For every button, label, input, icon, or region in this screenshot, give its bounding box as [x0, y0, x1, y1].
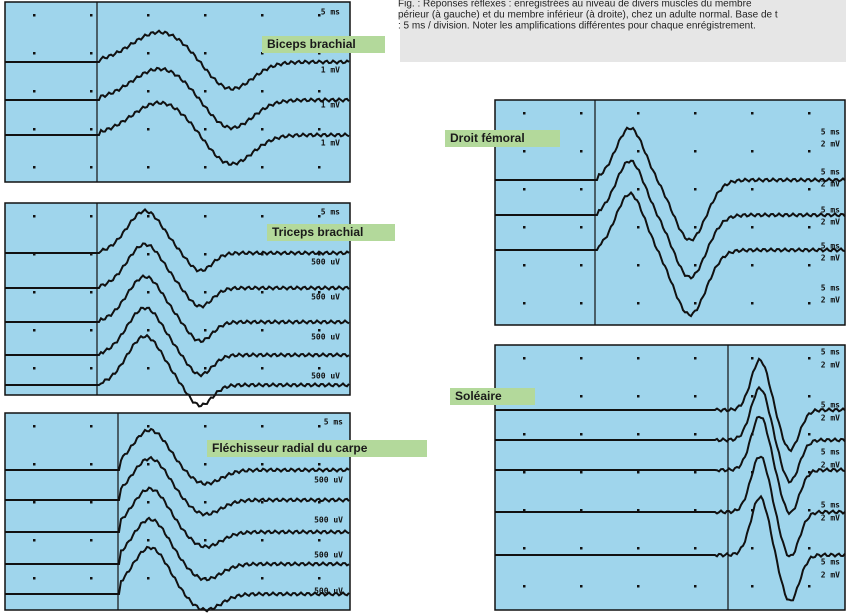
caption-line: périeur (à gauche) et du membre inférieu… [398, 10, 778, 21]
trace [5, 486, 350, 550]
panel-label: Biceps brachial [267, 37, 356, 51]
scale-label: 5 ms [821, 448, 840, 457]
trace [5, 306, 350, 378]
trace [5, 66, 350, 131]
scale-label: 5 ms [821, 501, 840, 510]
scale-label: 5 ms [821, 206, 840, 215]
scale-label: 5 ms [821, 401, 840, 410]
scale-label: 5 ms [821, 168, 840, 177]
scale-label: 2 mV [821, 571, 840, 580]
trace [5, 100, 350, 166]
scale-label: 500 uV [314, 516, 343, 525]
scale-label: 2 mV [821, 218, 840, 227]
scale-label: 2 mV [821, 461, 840, 470]
trace [5, 208, 350, 273]
scale-label: 2 mV [821, 361, 840, 370]
trace [495, 126, 846, 242]
scale-label: 500 uV [314, 476, 343, 485]
scale-label: 1 mV [321, 66, 340, 75]
label-box [207, 440, 427, 457]
trace [495, 159, 846, 280]
scale-label: 5 ms [821, 128, 840, 137]
scale-label: 2 mV [821, 180, 840, 189]
label-box [262, 36, 385, 53]
panel-label: Soléaire [455, 389, 502, 403]
caption-line: Fig. : Réponses réflexes : enregistrées … [398, 0, 752, 10]
trace [5, 516, 350, 582]
scale-label: 500 uV [314, 587, 343, 596]
label-box [450, 388, 535, 405]
trace [495, 415, 846, 516]
scale-label: 500 uV [311, 372, 340, 381]
scale-label: 5 ms [321, 8, 340, 17]
trace [5, 242, 350, 309]
scale-label: 1 mV [321, 101, 340, 110]
trace [5, 545, 350, 613]
trace [5, 333, 350, 408]
trace [495, 357, 846, 453]
scale-label: 500 uV [311, 293, 340, 302]
panel-label: Triceps brachial [272, 225, 363, 239]
trace [5, 29, 350, 91]
trace [5, 274, 350, 344]
caption-line: : 5 ms / division. Noter les amplificati… [398, 21, 756, 32]
scale-label: 2 mV [821, 514, 840, 523]
label-box [445, 130, 560, 147]
trace [495, 494, 846, 602]
scale-label: 500 uV [314, 551, 343, 560]
trace [5, 427, 350, 486]
trace [495, 191, 846, 318]
scale-label: 2 mV [821, 254, 840, 263]
scale-label: 2 mV [821, 414, 840, 423]
scale-label: 5 ms [821, 558, 840, 567]
panel-dots [5, 2, 350, 182]
trace [495, 455, 846, 558]
scale-label: 5 ms [821, 284, 840, 293]
scale-label: 5 ms [821, 348, 840, 357]
scale-label: 5 ms [821, 242, 840, 251]
scale-label: 2 mV [821, 296, 840, 305]
scale-label: 2 mV [821, 140, 840, 149]
panel-label: Fléchisseur radial du carpe [212, 441, 368, 455]
scale-label: 5 ms [321, 208, 340, 217]
panel-label: Droit fémoral [450, 131, 525, 145]
caption-box [400, 0, 846, 62]
trace [495, 385, 846, 484]
scale-label: 500 uV [311, 333, 340, 342]
trace [5, 455, 350, 517]
scale-label: 500 uV [311, 258, 340, 267]
scale-label: 5 ms [324, 418, 343, 427]
scale-label: 1 mV [321, 139, 340, 148]
label-box [267, 224, 395, 241]
